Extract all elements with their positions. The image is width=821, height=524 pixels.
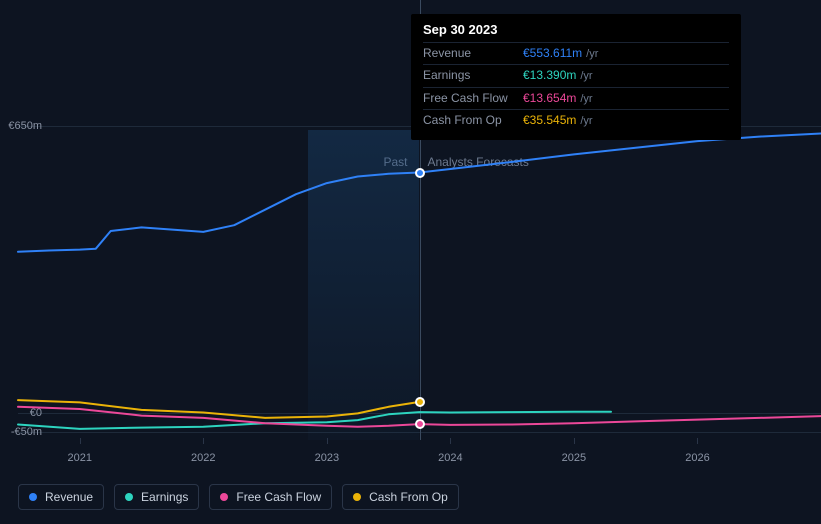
legend-dot-icon xyxy=(125,493,133,501)
tooltip-row-value: €553.611m xyxy=(523,45,582,62)
tooltip-row-unit: /yr xyxy=(580,92,592,107)
legend-item-free_cash_flow[interactable]: Free Cash Flow xyxy=(209,484,332,510)
tooltip-row-label: Cash From Op xyxy=(423,112,523,129)
tooltip-row: Cash From Op€35.545m/yr xyxy=(423,109,729,131)
legend-item-earnings[interactable]: Earnings xyxy=(114,484,199,510)
chart-tooltip: Sep 30 2023 Revenue€553.611m/yrEarnings€… xyxy=(411,14,741,140)
legend-item-label: Revenue xyxy=(45,490,93,504)
legend-item-label: Free Cash Flow xyxy=(236,490,321,504)
legend-dot-icon xyxy=(220,493,228,501)
tooltip-row: Free Cash Flow€13.654m/yr xyxy=(423,87,729,109)
series-line-revenue xyxy=(18,134,821,252)
tooltip-row-value: €35.545m xyxy=(523,112,576,129)
legend-item-revenue[interactable]: Revenue xyxy=(18,484,104,510)
tooltip-row: Earnings€13.390m/yr xyxy=(423,64,729,86)
legend-dot-icon xyxy=(29,493,37,501)
marker-revenue xyxy=(415,168,425,178)
marker-free_cash_flow xyxy=(415,419,425,429)
tooltip-row-unit: /yr xyxy=(580,114,592,129)
series-line-earnings xyxy=(18,412,611,429)
chart-legend: Revenue Earnings Free Cash Flow Cash From O… xyxy=(18,484,459,510)
marker-cash_from_op xyxy=(415,397,425,407)
tooltip-title: Sep 30 2023 xyxy=(423,22,729,37)
tooltip-row-unit: /yr xyxy=(586,47,598,62)
legend-item-label: Earnings xyxy=(141,490,188,504)
tooltip-row-label: Free Cash Flow xyxy=(423,90,523,107)
tooltip-row-value: €13.390m xyxy=(523,67,576,84)
tooltip-row-label: Revenue xyxy=(423,45,523,62)
legend-dot-icon xyxy=(353,493,361,501)
tooltip-row: Revenue€553.611m/yr xyxy=(423,42,729,64)
tooltip-row-label: Earnings xyxy=(423,67,523,84)
legend-item-label: Cash From Op xyxy=(369,490,448,504)
legend-item-cash_from_op[interactable]: Cash From Op xyxy=(342,484,459,510)
tooltip-row-value: €13.654m xyxy=(523,90,576,107)
tooltip-row-unit: /yr xyxy=(580,69,592,84)
